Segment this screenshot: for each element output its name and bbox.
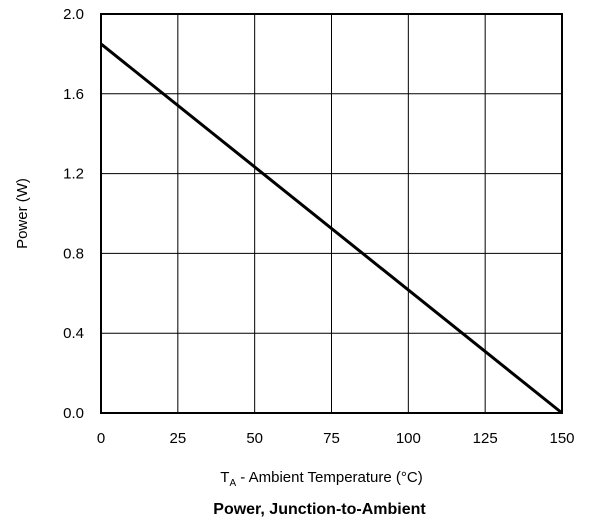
x-tick-label-2: 50 — [246, 430, 263, 447]
y-tick-label-1: 0.4 — [63, 325, 84, 342]
x-tick-label-1: 25 — [169, 430, 186, 447]
y-tick-label-4: 1.6 — [63, 86, 84, 103]
x-axis-title-text: - Ambient Temperature (°C) — [236, 469, 423, 486]
chart-title: Power, Junction-to-Ambient — [213, 501, 426, 518]
x-tick-label-4: 100 — [396, 430, 421, 447]
series-line-0 — [100, 42, 563, 415]
grid — [100, 13, 563, 414]
x-tick-labels: 0 25 50 75 100 125 150 — [97, 430, 575, 447]
series-group — [100, 42, 563, 415]
y-tick-label-2: 0.8 — [63, 245, 84, 262]
x-tick-label-5: 125 — [473, 430, 498, 447]
x-tick-label-3: 75 — [323, 430, 340, 447]
x-axis-title: TA - Ambient Temperature (°C) — [220, 469, 422, 489]
y-axis-title: Power (W) — [14, 178, 31, 249]
x-tick-label-6: 150 — [549, 430, 574, 447]
x-tick-label-0: 0 — [97, 430, 105, 447]
y-tick-label-0: 0.0 — [63, 405, 84, 422]
y-tick-labels: 0.0 0.4 0.8 1.2 1.6 2.0 — [63, 6, 84, 422]
x-axis-title-subscript: A — [229, 478, 236, 489]
x-axis-title-symbol: T — [220, 469, 229, 486]
plot-frame — [100, 13, 563, 414]
y-tick-label-5: 2.0 — [63, 6, 84, 23]
y-tick-label-3: 1.2 — [63, 166, 84, 183]
